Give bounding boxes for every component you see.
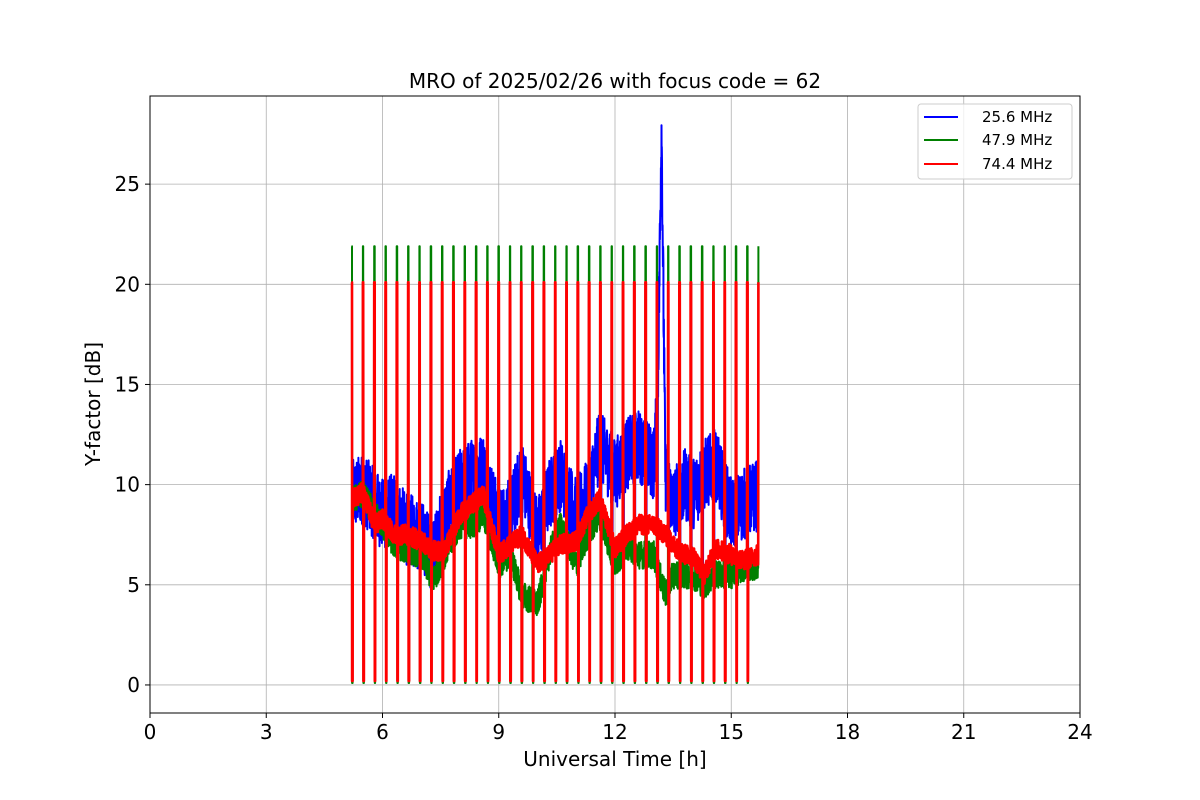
x-tick-label: 9 [492, 720, 505, 744]
x-tick-label: 24 [1067, 720, 1092, 744]
legend-label-47mhz: 47.9 MHz [982, 131, 1052, 149]
y-tick-label: 10 [115, 473, 140, 497]
y-tick-label: 20 [115, 272, 140, 296]
y-tick-label: 15 [115, 372, 140, 396]
x-axis-label: Universal Time [h] [523, 747, 706, 771]
x-tick-label: 3 [260, 720, 273, 744]
y-axis-label: Y-factor [dB] [81, 342, 105, 467]
x-tick-label: 6 [376, 720, 389, 744]
legend-label-25mhz: 25.6 MHz [982, 108, 1052, 126]
legend-box [917, 103, 1073, 180]
x-tick-label: 12 [602, 720, 627, 744]
plot-lines [350, 124, 760, 684]
y-tick-label: 0 [127, 673, 140, 697]
x-tick-label: 15 [719, 720, 744, 744]
x-tick-label: 0 [144, 720, 157, 744]
x-tick-label: 21 [951, 720, 976, 744]
x-axis: 0 3 6 9 12 15 18 21 24 [144, 713, 1093, 744]
x-tick-label: 18 [835, 720, 860, 744]
y-axis: 0 5 10 15 20 25 [115, 172, 150, 697]
chart-title: MRO of 2025/02/26 with focus code = 62 [409, 69, 821, 93]
series-74mhz-line [350, 281, 760, 683]
y-tick-label: 25 [115, 172, 140, 196]
legend-label-74mhz: 74.4 MHz [982, 155, 1052, 173]
y-tick-label: 5 [127, 573, 140, 597]
legend: 25.6 MHz 47.9 MHz 74.4 MHz [917, 103, 1073, 180]
